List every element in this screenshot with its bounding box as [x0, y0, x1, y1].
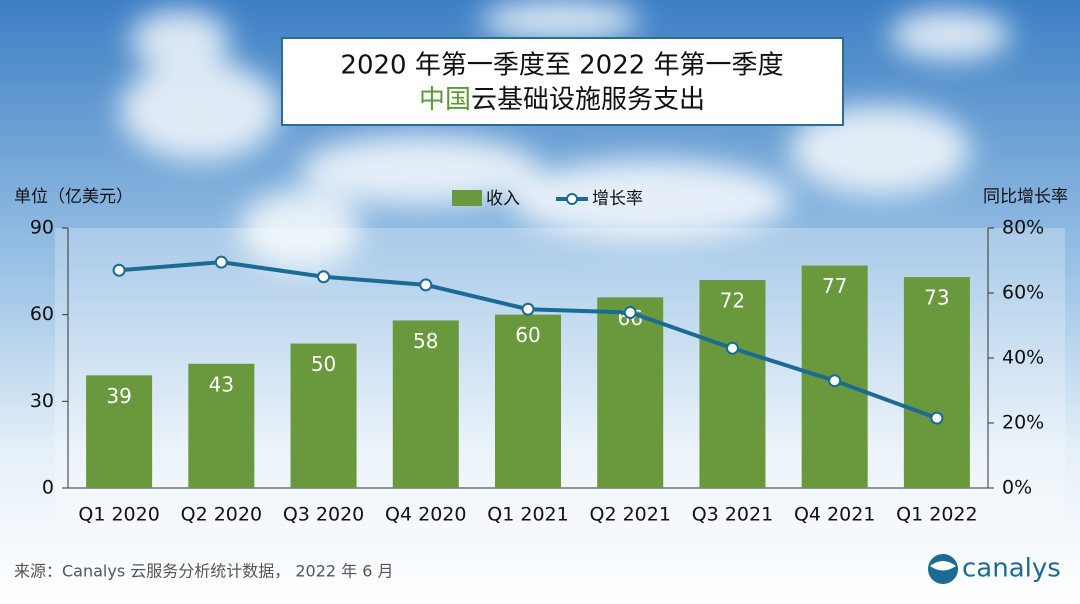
- legend-label: 收入: [486, 189, 520, 209]
- subtitle-rest: 云基础设施服务支出: [471, 85, 705, 115]
- x-tick-label: Q1 2022: [896, 504, 977, 526]
- line-marker: [521, 302, 535, 316]
- data-label: 60: [515, 323, 540, 347]
- x-tick-label: Q3 2021: [692, 504, 773, 526]
- bar: [86, 375, 153, 488]
- logo: canalys: [962, 554, 1061, 584]
- y-axis-label: 单位（亿美元）: [14, 187, 133, 207]
- data-label: 43: [209, 372, 234, 396]
- y-tick-label: 60: [30, 303, 54, 325]
- line-marker: [623, 306, 637, 319]
- y2-axis-label: 同比增长率: [983, 187, 1068, 207]
- line-marker: [419, 278, 433, 292]
- line-marker: [112, 263, 126, 277]
- subtitle-highlight: 中国: [419, 85, 471, 115]
- bar: [699, 280, 766, 488]
- y-tick-label: 30: [30, 390, 54, 412]
- x-tick-label: Q4 2021: [794, 504, 875, 526]
- x-tick-label: Q2 2020: [181, 504, 262, 526]
- y2-tick-label: 0%: [1002, 477, 1032, 499]
- line-marker: [317, 270, 331, 284]
- line-marker: [725, 341, 739, 355]
- x-tick-label: Q1 2020: [78, 504, 159, 526]
- clouds: [120, 0, 1010, 270]
- x-tick-label: Q2 2021: [590, 504, 671, 526]
- bar: [188, 363, 255, 488]
- y2-tick-label: 20%: [1002, 412, 1044, 434]
- bar: [495, 314, 561, 488]
- logo-icon-swoosh: [930, 561, 956, 571]
- data-label: 77: [822, 274, 847, 298]
- bar: [597, 297, 664, 488]
- y-tick-label: 90: [30, 217, 54, 239]
- legend-label: 增长率: [592, 189, 643, 209]
- data-label: 50: [311, 352, 336, 376]
- data-label: 58: [413, 329, 438, 353]
- x-tick-label: Q1 2021: [487, 504, 568, 526]
- line-marker: [214, 255, 228, 269]
- x-tick-label: Q3 2020: [283, 504, 364, 526]
- data-label: 72: [720, 289, 745, 313]
- y2-tick-label: 60%: [1002, 282, 1044, 304]
- legend-swatch-marker: [566, 193, 578, 205]
- line-marker: [828, 374, 842, 388]
- y2-tick-label: 40%: [1002, 347, 1044, 369]
- y2-tick-label: 80%: [1002, 217, 1044, 239]
- data-label: 73: [924, 286, 949, 310]
- chart-title: 2020 年第一季度至 2022 年第一季度: [340, 51, 783, 81]
- chart-subtitle: 中国云基础设施服务支出: [419, 85, 705, 115]
- title-box: [281, 37, 844, 126]
- bar: [290, 343, 357, 488]
- bar: [903, 277, 970, 488]
- source-note: 来源：Canalys 云服务分析统计数据， 2022 年 6 月: [14, 562, 394, 581]
- legend-swatch-bar: [452, 190, 482, 206]
- data-label: 39: [106, 384, 131, 408]
- line-marker: [930, 411, 944, 425]
- y-tick-label: 0: [42, 477, 54, 499]
- x-tick-label: Q4 2020: [385, 504, 466, 526]
- bar: [392, 320, 459, 488]
